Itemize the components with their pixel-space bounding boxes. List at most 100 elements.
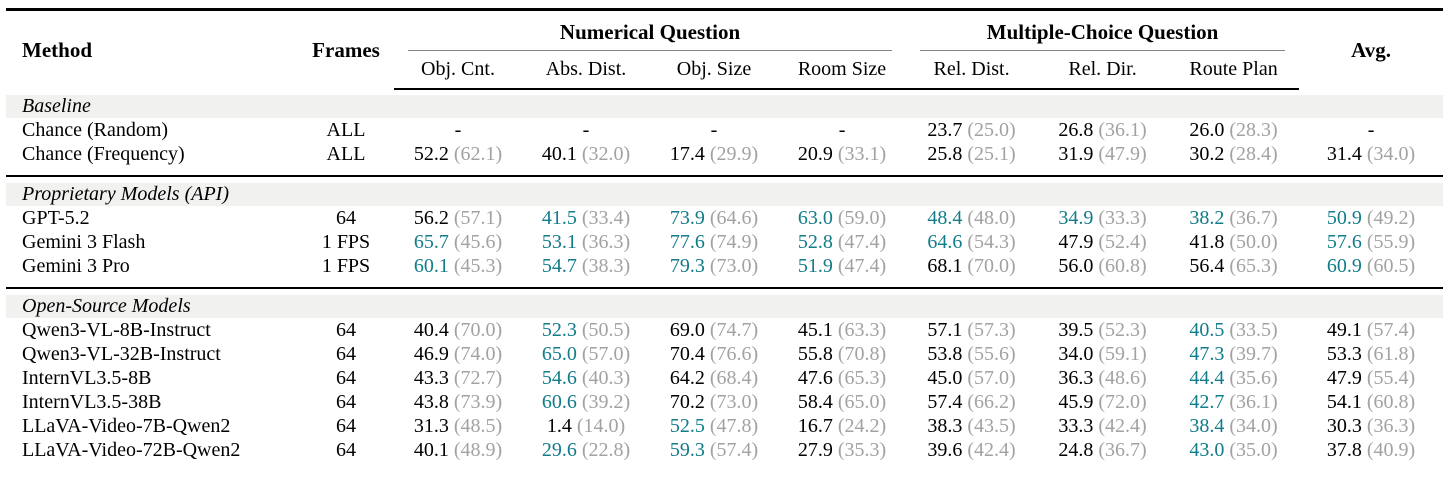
score-cell: 77.6 (74.9) [650, 230, 778, 254]
score-secondary: (42.4) [1098, 414, 1147, 437]
score-secondary: (70.0) [453, 318, 503, 341]
score-secondary: (74.9) [709, 230, 759, 253]
score-cell: 36.3 (48.6) [1037, 366, 1168, 390]
score-secondary: (65.0) [837, 390, 887, 413]
score-cell: 59.3 (57.4) [650, 438, 778, 471]
score-cell: 52.3 (50.5) [522, 318, 650, 342]
score-secondary: (55.6) [967, 342, 1016, 365]
section-separator [6, 287, 1443, 295]
score-secondary: (57.0) [581, 342, 631, 365]
score-secondary: (48.5) [453, 414, 503, 437]
score-cell: 56.4 (65.3) [1168, 254, 1299, 288]
section-header-row: Open-Source Models [6, 295, 1443, 318]
score-secondary: (59.1) [1098, 342, 1147, 365]
score-secondary: (45.6) [453, 230, 503, 253]
score-cell: 52.5 (47.8) [650, 414, 778, 438]
score-main: 42.7 [1189, 390, 1225, 413]
score-main: 24.8 [1058, 438, 1094, 461]
score-cell: 34.0 (59.1) [1037, 342, 1168, 366]
score-cell: 69.0 (74.7) [650, 318, 778, 342]
score-secondary: (39.2) [581, 390, 631, 413]
score-secondary: (76.6) [709, 342, 759, 365]
frames-cell: 64 [336, 438, 356, 461]
score-cell: 54.1 (60.8) [1299, 390, 1443, 414]
score-cell: 1.4 (14.0) [522, 414, 650, 438]
score-secondary: (36.3) [1366, 414, 1416, 437]
score-cell: 52.2 (62.1) [394, 142, 522, 176]
score-main: 63.0 [797, 206, 833, 229]
score-cell: - [1299, 118, 1443, 142]
score-main: 53.8 [927, 342, 963, 365]
frames-cell: 64 [336, 206, 356, 229]
score-main: 45.0 [927, 366, 963, 389]
score-main: 64.6 [927, 230, 963, 253]
score-main: 1.4 [546, 414, 572, 437]
score-cell: 73.9 (64.6) [650, 206, 778, 230]
score-main: 25.8 [927, 142, 963, 165]
score-main: 43.8 [413, 390, 449, 413]
score-main: 56.4 [1189, 254, 1225, 277]
score-main: 70.2 [669, 390, 705, 413]
score-cell: 41.5 (33.4) [522, 206, 650, 230]
score-cell: 70.4 (76.6) [650, 342, 778, 366]
score-secondary: (40.3) [581, 366, 631, 389]
score-cell: 16.7 (24.2) [778, 414, 906, 438]
score-cell: 40.5 (33.5) [1168, 318, 1299, 342]
score-main: 41.8 [1189, 230, 1225, 253]
score-secondary: (57.4) [1366, 318, 1416, 341]
frames-cell: 64 [336, 318, 356, 341]
column-header-rel-dist: Rel. Dist. [906, 51, 1038, 90]
score-cell: 44.4 (35.6) [1168, 366, 1299, 390]
score-secondary: (59.0) [837, 206, 887, 229]
score-secondary: (33.4) [581, 206, 631, 229]
score-cell: 17.4 (29.9) [650, 142, 778, 176]
score-main: 31.3 [413, 414, 449, 437]
section-separator [6, 175, 1443, 183]
score-secondary: (52.3) [1098, 318, 1147, 341]
score-main: 23.7 [927, 118, 963, 141]
score-cell: 37.8 (40.9) [1299, 438, 1443, 471]
score-secondary: (34.0) [1366, 142, 1416, 165]
table-row: Gemini 3 Pro 1 FPS 60.1 (45.3) 54.7 (38.3) 7… [6, 254, 1443, 288]
score-secondary: (68.4) [709, 366, 759, 389]
frames-cell: 64 [336, 414, 356, 437]
score-cell: 64.6 (54.3) [906, 230, 1037, 254]
score-main: 36.3 [1058, 366, 1094, 389]
score-cell: 64.2 (68.4) [650, 366, 778, 390]
score-main: 39.5 [1058, 318, 1094, 341]
score-cell: 53.1 (36.3) [522, 230, 650, 254]
section-header-row: Proprietary Models (API) [6, 183, 1443, 206]
column-header-route-plan: Route Plan [1168, 51, 1300, 90]
score-secondary: (65.3) [1229, 254, 1278, 277]
score-cell: - [394, 118, 522, 142]
score-main: 52.2 [413, 142, 449, 165]
score-secondary: (57.1) [453, 206, 503, 229]
column-header-obj-cnt: Obj. Cnt. [394, 51, 522, 90]
score-cell: 47.3 (39.7) [1168, 342, 1299, 366]
score-secondary: (29.9) [709, 142, 759, 165]
score-main: 64.2 [669, 366, 705, 389]
score-secondary: (36.1) [1098, 118, 1147, 141]
score-main: 16.7 [797, 414, 833, 437]
method-cell: LLaVA-Video-72B-Qwen2 [22, 438, 241, 461]
score-secondary: (73.0) [709, 390, 759, 413]
column-header-abs-dist: Abs. Dist. [522, 51, 650, 90]
score-main: 31.4 [1326, 142, 1362, 165]
score-main: 47.9 [1326, 366, 1362, 389]
score-main: 30.3 [1326, 414, 1362, 437]
score-cell: 60.1 (45.3) [394, 254, 522, 288]
score-main: 38.4 [1189, 414, 1225, 437]
score-cell: 27.9 (35.3) [778, 438, 906, 471]
score-main: 26.0 [1189, 118, 1225, 141]
score-cell: 57.6 (55.9) [1299, 230, 1443, 254]
score-main: 30.2 [1189, 142, 1225, 165]
score-main: 49.1 [1326, 318, 1362, 341]
table-row: Qwen3-VL-32B-Instruct 64 46.9 (74.0) 65.0 (… [6, 342, 1443, 366]
score-secondary: (73.0) [709, 254, 759, 277]
score-secondary: (70.0) [967, 254, 1016, 277]
score-cell: - [650, 118, 778, 142]
score-main: 46.9 [413, 342, 449, 365]
score-cell: 38.3 (43.5) [906, 414, 1037, 438]
score-cell: 43.3 (72.7) [394, 366, 522, 390]
score-cell: 23.7 (25.0) [906, 118, 1037, 142]
